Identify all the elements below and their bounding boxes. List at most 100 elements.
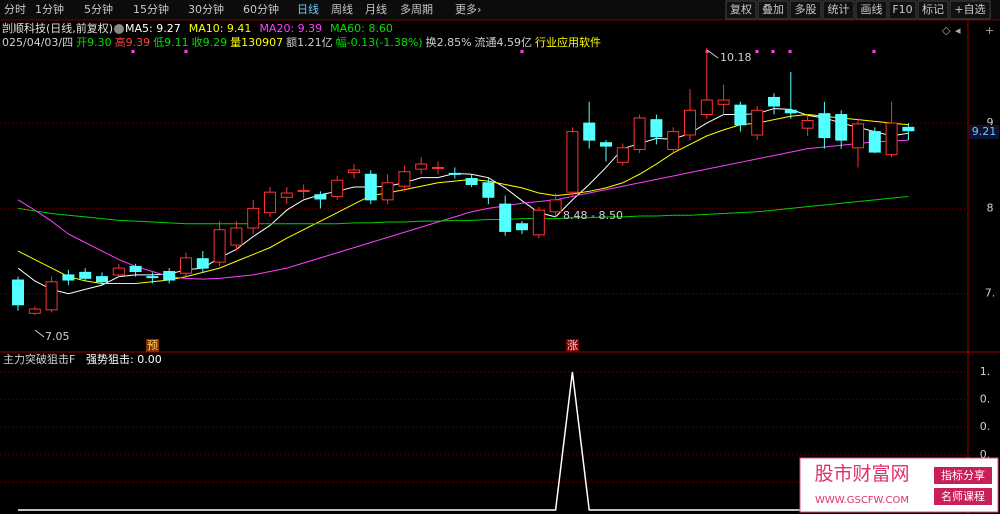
pre-tag: [146, 339, 159, 352]
indicator-name: 主力突破狙击F: [3, 352, 75, 366]
signal-dot: [520, 50, 524, 53]
candle-body: [415, 163, 428, 170]
candle-body: [868, 131, 881, 153]
toolbar-tab[interactable]: 月线: [365, 2, 387, 16]
toolbar-tab[interactable]: 15分钟: [133, 2, 169, 16]
tag-bg: [934, 488, 992, 505]
candle-body: [348, 169, 360, 174]
toolbar-button-label[interactable]: 画线: [861, 2, 883, 16]
toolbar-tab[interactable]: 周线: [331, 2, 353, 16]
candle-body: [768, 96, 780, 107]
toolbar-button-label[interactable]: +自选: [954, 3, 985, 16]
candle-body: [247, 207, 260, 229]
candle-body: [364, 173, 377, 201]
toolbar-button-label[interactable]: F10: [892, 3, 912, 16]
quote-field: 幅-0.13(-1.38%): [336, 36, 423, 49]
toolbar-button-label[interactable]: 统计: [828, 3, 850, 16]
diamond-icon[interactable]: ◇: [942, 24, 951, 37]
candle-body: [264, 191, 276, 214]
y-tick-label: 0.: [980, 393, 991, 406]
toolbar-button[interactable]: [757, 0, 789, 20]
candle-body: [79, 271, 92, 279]
range-label: 8.48 - 8.50: [563, 209, 623, 222]
high-label: 10.18: [720, 51, 752, 64]
toolbar-button[interactable]: [888, 0, 917, 20]
candle-body: [146, 276, 159, 279]
candle-body: [213, 229, 226, 263]
candle-body: [96, 276, 108, 283]
y-tick-label: 0.: [980, 420, 991, 433]
toolbar-button[interactable]: [789, 0, 822, 20]
candle-body: [180, 257, 192, 274]
toolbar-tab[interactable]: 1分钟: [35, 2, 64, 16]
candle-body: [112, 267, 125, 276]
toolbar-button[interactable]: [917, 0, 949, 20]
toolbar-tab[interactable]: 5分钟: [84, 2, 113, 16]
toolbar-button-label[interactable]: 标记: [922, 2, 944, 16]
toolbar-tab[interactable]: 更多›: [455, 2, 481, 16]
candle-body: [717, 99, 730, 105]
candle-body: [650, 119, 663, 138]
candle-body: [196, 258, 209, 269]
toolbar-tab[interactable]: 分时: [4, 3, 26, 16]
candle-body: [45, 281, 58, 311]
plus-icon[interactable]: +: [985, 24, 994, 37]
watermark-title: 股市财富网: [814, 463, 909, 485]
arrow-left[interactable]: ◂: [955, 24, 961, 37]
toolbar-button[interactable]: [822, 0, 855, 20]
indicator-line: [18, 371, 909, 511]
last-price: 9.21: [972, 125, 997, 138]
toolbar-button-label[interactable]: 多股: [795, 2, 817, 16]
candle-body: [448, 172, 461, 175]
toolbar-button-label[interactable]: 复权: [730, 2, 752, 16]
candle-body: [885, 122, 898, 156]
candle-body: [734, 104, 747, 126]
candle-body: [616, 147, 629, 163]
watermark-tag: 名师课程: [941, 489, 985, 503]
candle-body: [784, 109, 797, 114]
candle-body: [465, 178, 478, 185]
toolbar-tab[interactable]: 60分钟: [243, 2, 279, 16]
ma-label: MA5: 9.27: [125, 22, 181, 35]
toolbar-tab[interactable]: 多周期: [400, 2, 433, 16]
toolbar-button[interactable]: [949, 0, 991, 20]
candle-body: [818, 113, 831, 139]
ma-label: MA10: 9.41: [189, 22, 252, 35]
quote-field: 额1.21亿: [286, 36, 333, 49]
candle-body: [700, 99, 713, 116]
indicator-label: 强势狙击: 0.00: [86, 353, 162, 366]
toolbar-button[interactable]: [855, 0, 888, 20]
toolbar-button-label[interactable]: 叠加: [762, 3, 784, 16]
watermark: 股市财富网 WWW.GSCFW.COM 指标分享 名师课程: [799, 457, 999, 513]
watermark-tag: 指标分享: [941, 468, 985, 482]
y-tick-label: 7.: [985, 287, 996, 300]
toolbar-tab[interactable]: 日线: [297, 2, 319, 16]
toolbar-tab[interactable]: 30分钟: [188, 2, 224, 16]
signal-dot: [771, 50, 775, 53]
signal-dot: [788, 50, 792, 53]
signal-dot: [184, 50, 188, 53]
candle-body: [62, 274, 75, 281]
quote-field: 量130907: [230, 36, 283, 49]
candle-body: [381, 182, 394, 201]
candle-body: [331, 179, 344, 197]
dropdown-icon[interactable]: [114, 24, 124, 34]
quote-field: 收9.29: [192, 35, 228, 49]
y-tick-label: 8: [987, 201, 994, 214]
candle-body: [532, 209, 545, 236]
rise-tag: [566, 339, 579, 352]
last-price-tag: [969, 125, 999, 139]
toolbar-button[interactable]: [725, 0, 757, 20]
candle-body: [297, 189, 310, 192]
ma-line: [17, 195, 909, 225]
candle-body: [516, 223, 528, 231]
signal-dot: [131, 50, 135, 53]
candle-body: [835, 114, 848, 141]
candle-body: [902, 126, 915, 132]
candle-body: [667, 131, 680, 151]
quote-field: 行业应用软件: [535, 35, 601, 49]
quote-field: 025/04/03/四: [2, 36, 73, 49]
candle-body: [633, 117, 646, 151]
